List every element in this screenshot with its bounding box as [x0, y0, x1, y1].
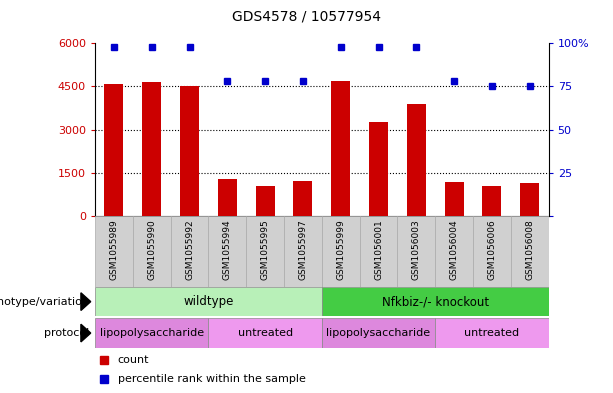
Bar — [331, 81, 350, 216]
Bar — [435, 318, 549, 348]
Bar — [369, 121, 388, 216]
Text: GSM1055994: GSM1055994 — [223, 220, 232, 280]
Bar — [95, 287, 322, 316]
Bar — [218, 179, 237, 216]
Text: GSM1056008: GSM1056008 — [525, 220, 535, 281]
Bar — [435, 216, 473, 287]
Bar — [294, 181, 313, 216]
Bar — [208, 318, 322, 348]
Text: GSM1055997: GSM1055997 — [299, 220, 308, 281]
Text: count: count — [118, 354, 149, 365]
Bar — [180, 86, 199, 216]
Text: percentile rank within the sample: percentile rank within the sample — [118, 374, 305, 384]
Bar — [360, 216, 397, 287]
Text: lipopolysaccharide: lipopolysaccharide — [100, 328, 204, 338]
Text: untreated: untreated — [238, 328, 292, 338]
Bar — [322, 318, 435, 348]
Bar — [104, 84, 123, 216]
Text: protocol: protocol — [44, 328, 89, 338]
Text: GSM1055999: GSM1055999 — [336, 220, 345, 281]
Text: untreated: untreated — [465, 328, 519, 338]
Bar — [142, 82, 161, 216]
Text: GSM1055995: GSM1055995 — [261, 220, 270, 281]
Text: GSM1056001: GSM1056001 — [374, 220, 383, 281]
Bar — [520, 183, 539, 216]
Bar — [444, 182, 463, 216]
Bar — [246, 216, 284, 287]
Polygon shape — [81, 324, 91, 342]
Bar — [256, 186, 275, 216]
Text: GSM1056003: GSM1056003 — [412, 220, 421, 281]
Bar — [95, 318, 208, 348]
Bar — [482, 186, 501, 216]
Bar — [284, 216, 322, 287]
Text: GSM1055990: GSM1055990 — [147, 220, 156, 281]
Bar — [322, 216, 360, 287]
Text: wildtype: wildtype — [183, 295, 234, 308]
Bar — [133, 216, 170, 287]
Bar — [407, 104, 426, 216]
Bar — [95, 216, 133, 287]
Text: genotype/variation: genotype/variation — [0, 297, 89, 307]
Bar — [473, 216, 511, 287]
Bar — [322, 287, 549, 316]
Text: GSM1056006: GSM1056006 — [487, 220, 497, 281]
Text: GSM1055989: GSM1055989 — [109, 220, 118, 281]
Polygon shape — [81, 293, 91, 310]
Text: GDS4578 / 10577954: GDS4578 / 10577954 — [232, 9, 381, 24]
Bar — [397, 216, 435, 287]
Text: GSM1055992: GSM1055992 — [185, 220, 194, 280]
Text: Nfkbiz-/- knockout: Nfkbiz-/- knockout — [382, 295, 489, 308]
Text: GSM1056004: GSM1056004 — [449, 220, 459, 280]
Bar — [208, 216, 246, 287]
Bar — [170, 216, 208, 287]
Bar — [511, 216, 549, 287]
Text: lipopolysaccharide: lipopolysaccharide — [327, 328, 430, 338]
